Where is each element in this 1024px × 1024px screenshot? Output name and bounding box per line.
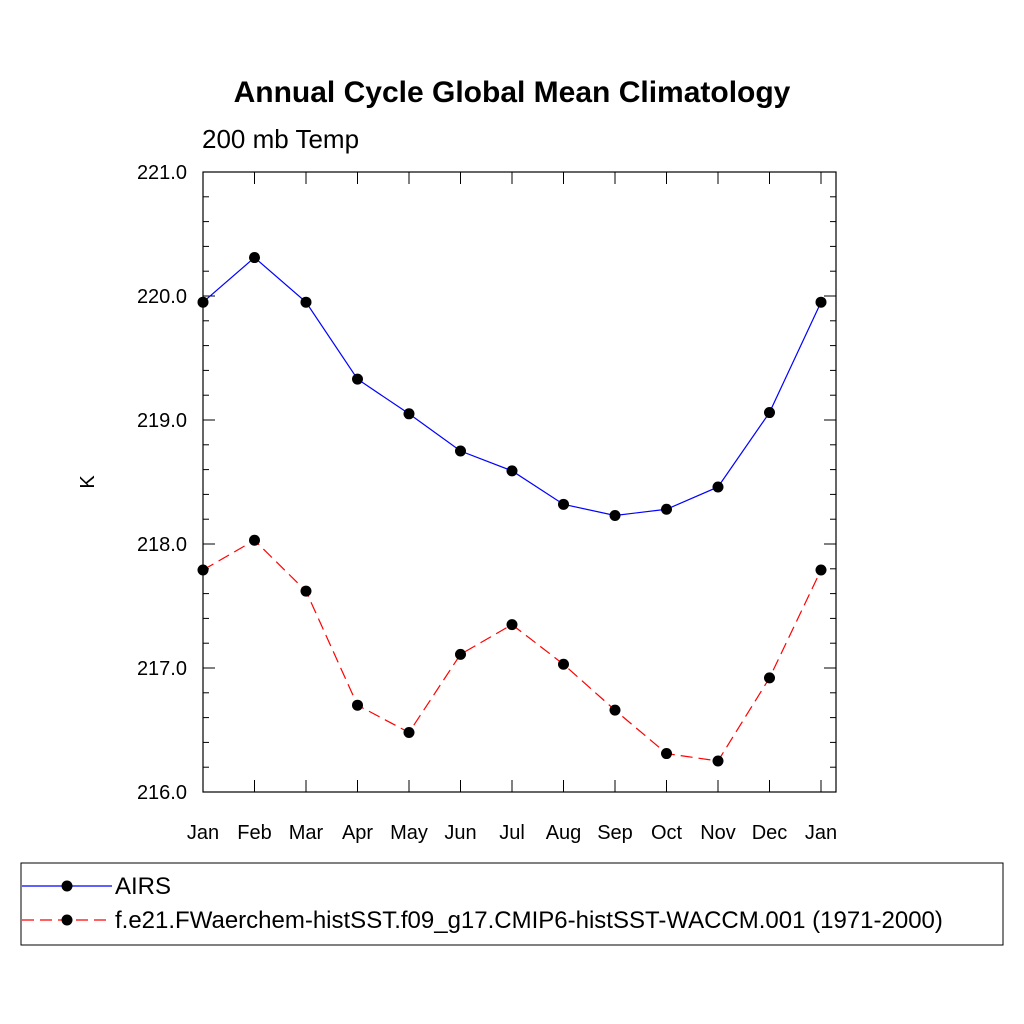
data-point — [300, 585, 312, 597]
x-tick-label: Nov — [700, 822, 736, 844]
x-tick-label: Jan — [187, 822, 219, 844]
x-tick-labels: Jan Feb Mar Apr May Jun Jul Aug Sep Oct Nov Dec Jan — [187, 822, 837, 844]
data-point — [249, 252, 260, 264]
data-point — [815, 296, 827, 308]
chart-subtitle: 200 mb Temp — [202, 124, 359, 154]
y-tick-label: 217.0 — [137, 658, 187, 680]
data-point — [403, 408, 415, 420]
y-axis-label: K — [77, 475, 99, 489]
y-tick-label: 218.0 — [137, 534, 187, 556]
axis-ticks — [202, 171, 836, 793]
y-tick-labels: 216.0 217.0 218.0 219.0 220.0 221.0 — [137, 162, 187, 804]
legend-marker — [61, 914, 73, 926]
y-tick-label: 219.0 — [137, 410, 187, 432]
x-tick-label: Oct — [651, 822, 683, 844]
y-tick-label: 221.0 — [137, 162, 187, 184]
x-tick-label: Mar — [289, 822, 324, 844]
x-tick-label: Jan — [805, 822, 837, 844]
y-tick-label: 216.0 — [137, 782, 187, 804]
x-tick-label: Jun — [444, 822, 476, 844]
series-layer — [197, 252, 827, 767]
x-tick-label: Jul — [499, 822, 525, 844]
legend-label: f.e21.FWaerchem-histSST.f09_g17.CMIP6-hi… — [115, 907, 943, 934]
series-1 — [197, 252, 827, 521]
series-2 — [197, 534, 827, 767]
data-point — [558, 658, 569, 670]
data-point — [661, 503, 672, 515]
legend-box — [20, 862, 1004, 946]
data-point — [249, 534, 260, 546]
legend-label: AIRS — [115, 873, 171, 900]
data-point — [558, 498, 569, 510]
data-point — [609, 509, 621, 521]
series-line — [202, 256, 822, 517]
x-tick-label: Apr — [342, 822, 373, 844]
x-tick-label: Feb — [237, 822, 271, 844]
data-point — [403, 726, 415, 738]
y-tick-label: 220.0 — [137, 286, 187, 308]
data-point — [712, 755, 724, 767]
data-point — [300, 296, 312, 308]
data-point — [506, 619, 518, 631]
data-point — [764, 407, 775, 419]
data-point — [352, 373, 363, 385]
data-point — [197, 296, 209, 308]
data-point — [455, 648, 466, 660]
data-point — [352, 699, 363, 711]
x-tick-label: Dec — [752, 822, 788, 844]
legend-marker — [61, 880, 73, 892]
plot-frame — [202, 171, 837, 793]
data-point — [661, 748, 672, 760]
data-point — [764, 672, 775, 684]
data-point — [197, 564, 209, 576]
data-point — [506, 465, 518, 477]
x-tick-label: Sep — [597, 822, 633, 844]
x-tick-label: May — [390, 822, 428, 844]
data-point — [609, 704, 621, 716]
data-point — [455, 445, 466, 457]
data-point — [815, 564, 827, 576]
data-point — [712, 481, 724, 493]
chart-title: Annual Cycle Global Mean Climatology — [234, 76, 791, 109]
legend: AIRS f.e21.FWaerchem-histSST.f09_g17.CMIP… — [20, 862, 1004, 946]
series-line — [202, 539, 822, 762]
x-tick-label: Aug — [546, 822, 582, 844]
